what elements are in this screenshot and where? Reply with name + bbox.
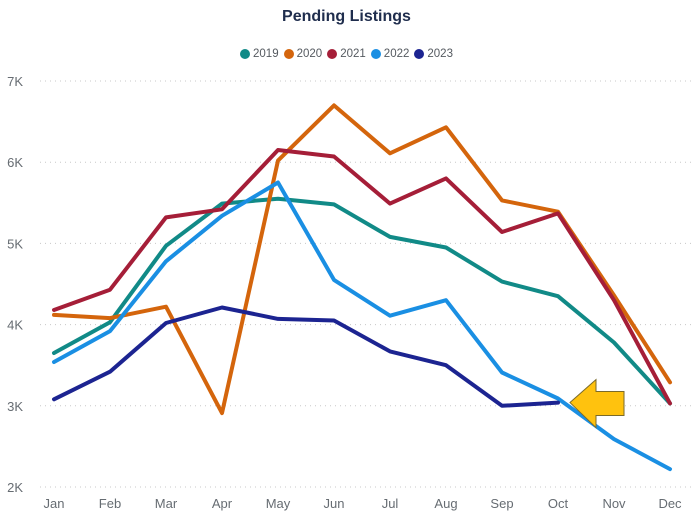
x-axis-ticks: Jan Feb Mar Apr May Jun Jul Aug Sep Oct Nov Dec [44, 496, 683, 511]
legend-marker-icon [370, 49, 381, 59]
y-axis-ticks: 2K 3K 4K 5K 6K 7K [7, 74, 23, 495]
arrow-icon [569, 378, 625, 429]
legend-label: 2020 [296, 48, 323, 60]
series-line-2022[interactable] [52, 180, 672, 472]
series-line-2020[interactable] [52, 103, 672, 416]
y-tick-label: 6K [7, 155, 23, 170]
x-tick-label: Jan [44, 496, 65, 511]
legend-label: 2022 [383, 48, 410, 60]
x-tick-label: Sep [490, 496, 513, 511]
y-tick-label: 4K [7, 318, 23, 333]
x-tick-label: Apr [212, 496, 233, 511]
legend: 2019 2020 2021 2022 2023 [0, 48, 693, 60]
legend-label: 2023 [427, 48, 453, 60]
legend-item-2021[interactable]: 2021 [327, 48, 366, 60]
legend-item-2020[interactable]: 2020 [283, 48, 323, 60]
y-tick-label: 7K [7, 74, 23, 89]
y-tick-label: 5K [7, 236, 23, 251]
legend-marker-icon [283, 49, 294, 59]
chart-title: Pending Listings [282, 8, 411, 25]
x-tick-label: Dec [658, 496, 682, 511]
x-tick-label: Oct [548, 496, 569, 511]
legend-item-2023[interactable]: 2023 [414, 48, 453, 60]
series-line-2019[interactable] [52, 196, 672, 406]
legend-marker-icon [327, 49, 338, 59]
legend-label: 2021 [340, 48, 366, 60]
legend-item-2022[interactable]: 2022 [370, 48, 410, 60]
x-tick-label: Jul [382, 496, 399, 511]
x-tick-label: Feb [99, 496, 121, 511]
x-tick-label: Nov [602, 496, 626, 511]
series-line-2023[interactable] [52, 305, 560, 408]
legend-item-2019[interactable]: 2019 [240, 48, 279, 60]
x-tick-label: Aug [434, 496, 457, 511]
y-tick-label: 3K [7, 399, 23, 414]
annotation [569, 378, 625, 429]
x-tick-label: Jun [324, 496, 345, 511]
series-lines [52, 103, 672, 472]
x-tick-label: Mar [155, 496, 178, 511]
y-tick-label: 2K [7, 480, 23, 495]
x-tick-label: May [266, 496, 291, 511]
legend-marker-icon [414, 49, 425, 59]
legend-marker-icon [240, 49, 251, 59]
series-line-2021[interactable] [52, 148, 672, 406]
legend-label: 2019 [253, 48, 279, 60]
